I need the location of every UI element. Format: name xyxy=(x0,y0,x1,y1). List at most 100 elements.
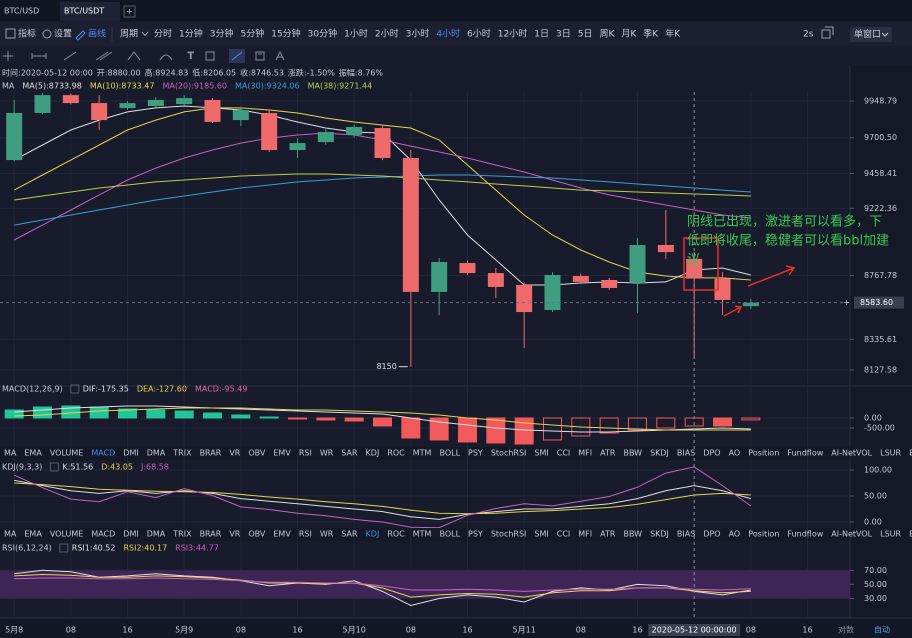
indicator-tab[interactable]: RSI xyxy=(299,449,312,458)
indicator-tab[interactable]: BIAS xyxy=(677,449,695,458)
period[interactable]: 1分钟 xyxy=(179,28,203,40)
indicator-tab[interactable]: BRAR xyxy=(200,530,222,539)
indicator-tab[interactable]: SAR xyxy=(341,449,358,458)
indicator-tab[interactable]: TRIX xyxy=(172,530,192,539)
indicator-tab[interactable]: SAR xyxy=(341,530,358,539)
indicator-tab[interactable]: BBW xyxy=(623,530,642,539)
indicator-tab[interactable]: VOLUME xyxy=(50,449,84,458)
draw-eye[interactable] xyxy=(275,50,285,61)
indicator-tab[interactable]: EMV xyxy=(273,449,291,458)
indicator-tab[interactable]: MA xyxy=(4,530,17,539)
period[interactable]: 3分钟 xyxy=(210,28,234,40)
period[interactable]: 12小时 xyxy=(498,28,527,40)
indicator-tab[interactable]: DPO xyxy=(703,530,720,539)
indicator-tab[interactable]: ROC xyxy=(387,449,405,458)
indicator-tab[interactable]: Fundflow xyxy=(787,449,823,458)
tab-active[interactable]: BTC/USDT xyxy=(64,7,104,16)
indicator-tab[interactable]: MFI xyxy=(578,530,592,539)
period-label[interactable]: 周期 xyxy=(120,29,138,40)
period[interactable]: 30分钟 xyxy=(308,28,337,40)
add-tab[interactable]: + xyxy=(126,7,133,16)
indicator-tab[interactable]: BRAR xyxy=(200,449,222,458)
axis-mode[interactable]: 对数 xyxy=(838,625,854,635)
indicator-tab[interactable]: ROC xyxy=(387,530,405,539)
tool[interactable]: 画线 xyxy=(88,28,106,40)
period[interactable]: 年K xyxy=(665,28,681,40)
indicator-tab[interactable]: EMA xyxy=(24,449,42,458)
period[interactable]: 15分钟 xyxy=(271,28,300,40)
indicator-tab[interactable]: Position xyxy=(748,530,779,539)
indicator-tab[interactable]: BIAS xyxy=(677,530,695,539)
period[interactable]: 4小时 xyxy=(436,28,460,40)
indicator-tab[interactable]: BOLL xyxy=(439,449,460,458)
period[interactable]: 5日 xyxy=(578,29,593,40)
indicator-tab[interactable]: AI-NetVOL xyxy=(831,530,872,539)
indicator-tab[interactable]: KDJ xyxy=(366,530,380,539)
period[interactable]: 季K xyxy=(643,28,659,40)
draw-curve[interactable] xyxy=(159,54,173,61)
draw-channel[interactable] xyxy=(95,51,113,61)
draw-trend[interactable] xyxy=(63,51,77,61)
indicator-tab[interactable]: PSY xyxy=(468,449,483,458)
indicator-tab[interactable]: MACD xyxy=(91,530,115,539)
indicator-tab[interactable]: DMA xyxy=(147,530,166,539)
indicator-tab[interactable]: DMI xyxy=(123,449,138,458)
draw-magnet[interactable] xyxy=(231,51,243,61)
draw-hline[interactable] xyxy=(31,53,47,59)
indicator-tab[interactable]: StochRSI xyxy=(491,449,527,458)
draw-lock[interactable] xyxy=(255,51,265,61)
indicator-tab[interactable]: MFI xyxy=(578,449,592,458)
indicator-tab[interactable]: VR xyxy=(229,530,240,539)
refresh[interactable]: 2s xyxy=(803,30,814,40)
tool[interactable]: 设置 xyxy=(54,29,72,40)
draw-cross[interactable] xyxy=(3,51,13,61)
indicator-tab[interactable]: BBW xyxy=(623,449,642,458)
indicator-tab[interactable]: CCI xyxy=(557,530,571,539)
period[interactable]: 3日 xyxy=(556,29,571,40)
draw-wave[interactable] xyxy=(127,51,141,61)
indicator-tab[interactable]: AO xyxy=(729,449,741,458)
indicator-tab[interactable]: CCI xyxy=(557,449,571,458)
period[interactable]: 3小时 xyxy=(406,28,430,40)
indicator-tab[interactable]: WR xyxy=(320,449,334,458)
indicator-tab[interactable]: TRIX xyxy=(172,449,192,458)
indicator-tab[interactable]: MACD xyxy=(91,449,115,458)
add-tab-box[interactable] xyxy=(123,5,136,18)
indicator-tab[interactable]: OBV xyxy=(248,530,266,539)
indicator-tab[interactable]: RSI xyxy=(299,530,312,539)
period[interactable]: 5分钟 xyxy=(240,28,264,40)
axis-mode[interactable]: 自动 xyxy=(874,625,890,635)
indicator-tab[interactable]: WR xyxy=(320,530,334,539)
period[interactable]: 分时 xyxy=(154,28,172,40)
indicator-tab[interactable]: OBV xyxy=(248,449,266,458)
indicator-tab[interactable]: ATR xyxy=(600,530,616,539)
window-select[interactable] xyxy=(850,27,892,42)
indicator-tab[interactable]: VR xyxy=(229,449,240,458)
indicator-tab[interactable]: BOLL xyxy=(439,530,460,539)
indicator-tab[interactable]: SKDJ xyxy=(650,530,669,539)
period[interactable]: 1日 xyxy=(534,29,549,40)
indicator-tab[interactable]: DMA xyxy=(147,449,166,458)
draw-rect[interactable] xyxy=(205,51,215,61)
indicator-tab[interactable]: EMV xyxy=(273,530,291,539)
period[interactable]: 2小时 xyxy=(375,28,399,40)
window-mode[interactable]: 单窗口 xyxy=(854,28,881,40)
indicator-tab[interactable]: MTM xyxy=(413,449,432,458)
indicator-tab[interactable]: Position xyxy=(748,449,779,458)
indicator-tab[interactable]: ATR xyxy=(600,449,616,458)
period[interactable]: 6小时 xyxy=(467,28,491,40)
indicator-tab[interactable]: AO xyxy=(729,530,741,539)
indicator-tab[interactable]: DMI xyxy=(123,530,138,539)
indicator-tab[interactable]: MTM xyxy=(413,530,432,539)
indicator-tab[interactable]: MA xyxy=(4,449,17,458)
indicator-tab[interactable]: SMI xyxy=(534,530,548,539)
indicator-tab[interactable]: SKDJ xyxy=(650,449,669,458)
indicator-tab[interactable]: KDJ xyxy=(366,449,380,458)
period[interactable]: 月K xyxy=(621,29,637,40)
indicator-tab[interactable]: EMA xyxy=(24,530,42,539)
indicator-tab[interactable]: VOLUME xyxy=(50,530,84,539)
tab[interactable]: BTC/USD xyxy=(4,7,39,16)
indicator-tab[interactable]: AI-NetVOL xyxy=(831,449,872,458)
tool[interactable]: 指标 xyxy=(18,28,36,40)
indicator-tab[interactable]: DPO xyxy=(703,449,720,458)
